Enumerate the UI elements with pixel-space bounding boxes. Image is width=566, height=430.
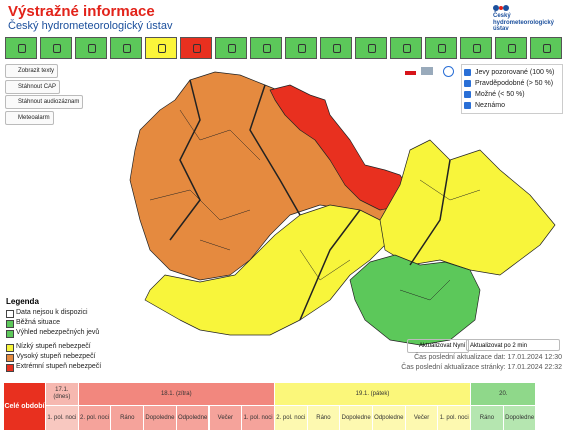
hazard-icon	[158, 44, 166, 53]
period-cell[interactable]: 2. pol. noci	[274, 406, 308, 430]
refresh-button[interactable]: Aktualizovat Nyní	[407, 339, 470, 353]
period-cell[interactable]: 1. pol. noci	[46, 406, 79, 430]
hazard-tab[interactable]	[110, 37, 142, 59]
flag-en[interactable]	[421, 67, 433, 75]
hazard-icon	[368, 44, 376, 53]
title: Výstražné informace	[8, 3, 155, 20]
whole-period[interactable]: Celé období	[4, 383, 46, 430]
hazard-tab[interactable]	[180, 37, 212, 59]
legend-item: Data nejsou k dispozici	[6, 308, 101, 318]
hazard-icon	[263, 44, 271, 53]
hazard-tab[interactable]	[320, 37, 352, 59]
hazard-tab[interactable]	[390, 37, 422, 59]
region-normal	[349, 254, 481, 346]
flag-cz[interactable]	[405, 67, 416, 75]
period-cell[interactable]: Ráno	[471, 406, 504, 430]
hazard-icon	[228, 44, 236, 53]
action-button[interactable]: Meteoalarm	[5, 110, 54, 125]
legend-swatch	[6, 354, 14, 362]
legend-item: Výhled nebezpečných jevů	[6, 328, 101, 338]
legend-swatch	[6, 320, 14, 328]
hazard-icon	[193, 44, 201, 53]
hazard-tab[interactable]	[40, 37, 72, 59]
hazard-tab[interactable]	[250, 37, 282, 59]
period-cell[interactable]: Ráno	[111, 406, 145, 430]
filter-checkbox[interactable]: Jevy pozorované (100 %)	[463, 67, 561, 78]
hazard-icon	[53, 44, 61, 53]
period-cell[interactable]: 1. pol. noci	[438, 406, 472, 430]
hazard-tab[interactable]	[285, 37, 317, 59]
hazard-icon	[88, 44, 96, 53]
hazard-icon	[403, 44, 411, 53]
hazard-icon	[298, 44, 306, 53]
legend-title: Legenda	[6, 297, 39, 306]
region-low	[379, 139, 556, 276]
filter-checkbox[interactable]: Neznámo	[463, 100, 561, 111]
hazard-tab[interactable]	[75, 37, 107, 59]
action-button[interactable]: Zobrazit texty	[5, 64, 59, 78]
period-cell[interactable]: Dopoledne	[144, 406, 177, 430]
day-header[interactable]: 20.	[471, 383, 537, 405]
hazard-tab[interactable]	[530, 37, 562, 59]
hazard-icon	[18, 44, 26, 53]
legend-item: Vysoký stupeň nebezpečí	[6, 352, 101, 362]
filter-panel: Jevy pozorované (100 %) Pravděpodobné (> …	[461, 64, 563, 114]
filter-checkbox[interactable]: Možné (< 50 %)	[463, 89, 561, 100]
legend-item: Běžná situace	[6, 318, 101, 328]
interval-select[interactable]: Aktualizovat po 2 min	[466, 339, 560, 351]
legend-item: Nízký stupeň nebezpečí	[6, 342, 101, 352]
logo-mark	[493, 5, 509, 11]
hazard-icon	[508, 44, 516, 53]
hazard-icon	[438, 44, 446, 53]
legend: Legenda Data nejsou k dispozici Běžná situ…	[6, 297, 101, 372]
day-header[interactable]: 18.1. (zítra)	[78, 383, 275, 405]
logo-text: Český hydrometeorologický ústav	[493, 13, 555, 32]
legend-swatch	[6, 344, 14, 352]
period-cell[interactable]: Večer	[209, 406, 243, 430]
hazard-icon	[543, 44, 551, 53]
hazard-icon	[473, 44, 481, 53]
hazard-tab[interactable]	[355, 37, 387, 59]
action-button[interactable]: Stáhnout audiozáznam	[5, 95, 84, 109]
legend-item: Extrémní stupeň nebezpečí	[6, 362, 101, 372]
period-cell[interactable]: Odpoledne	[176, 406, 210, 430]
subtitle: Český hydrometeorologický ústav	[8, 20, 173, 32]
timeline: Celé období 17.1. (dnes) 1. pol. noci 18.1.…	[0, 383, 566, 430]
period-cell[interactable]: 1. pol. noci	[242, 406, 275, 430]
page-time: Čas poslední aktualizace stránky: 17.01.…	[401, 364, 562, 371]
hazard-tab[interactable]	[145, 37, 177, 59]
hazard-tab[interactable]	[425, 37, 457, 59]
region-borders	[169, 79, 451, 321]
legend-swatch	[6, 330, 14, 338]
period-cell[interactable]: Odpoledne	[373, 406, 406, 430]
day-header[interactable]: 17.1. (dnes)	[46, 383, 79, 405]
hazard-icon	[333, 44, 341, 53]
period-cell[interactable]: Ráno	[307, 406, 341, 430]
hazard-icon	[123, 44, 131, 53]
period-cell[interactable]: Dopoledne	[503, 406, 537, 430]
day-header[interactable]: 19.1. (pátek)	[274, 383, 472, 405]
filter-checkbox[interactable]: Pravděpodobné (> 50 %)	[463, 78, 561, 89]
map	[129, 71, 556, 346]
hazard-tab[interactable]	[495, 37, 527, 59]
period-cell[interactable]: Dopoledne	[340, 406, 373, 430]
hazard-tab[interactable]	[215, 37, 247, 59]
period-cell[interactable]: Večer	[405, 406, 439, 430]
hazard-tab[interactable]	[460, 37, 492, 59]
legend-swatch	[6, 310, 14, 318]
district-borders	[149, 109, 481, 301]
hazard-tab[interactable]	[5, 37, 37, 59]
action-button[interactable]: Stáhnout CAP	[5, 79, 61, 94]
data-time: Čas poslední aktualizace dat: 17.01.2024…	[414, 354, 562, 361]
help-icon[interactable]	[443, 66, 454, 77]
legend-swatch	[6, 364, 14, 372]
period-cell[interactable]: 2. pol. noci	[78, 406, 112, 430]
